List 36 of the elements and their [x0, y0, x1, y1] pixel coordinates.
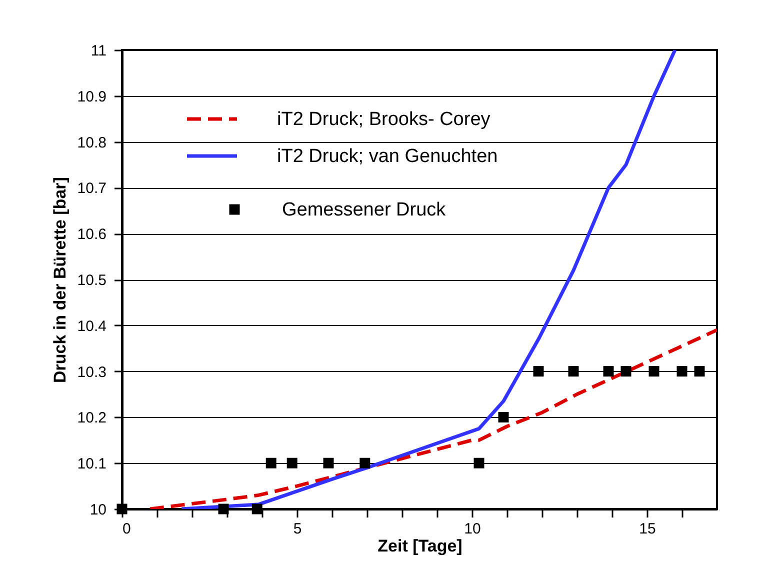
point	[474, 458, 484, 468]
y-tick-label: 10.4	[77, 318, 106, 335]
x-tick-label: 0	[122, 520, 131, 538]
y-tick-label: 11	[90, 42, 106, 60]
y-tick-label: 10.1	[77, 456, 106, 473]
legend-label: iT2 Druck; Brooks- Corey	[277, 109, 491, 130]
point	[603, 366, 614, 377]
point	[694, 366, 705, 377]
y-tick-label: 10.8	[77, 134, 106, 152]
point	[620, 366, 632, 377]
y-tick-label: 10.9	[77, 88, 106, 106]
point	[252, 504, 262, 514]
y-tick-label: 10.2	[77, 410, 106, 427]
y-axis-title: Druck in der Bürette [bar]	[50, 177, 70, 383]
legend-label: Gemessener Druck	[282, 200, 446, 220]
point	[218, 504, 229, 514]
y-tick-label: 10.6	[77, 226, 106, 244]
y-tick-label: 10.3	[77, 364, 106, 381]
x-tick-label: 15	[639, 520, 656, 538]
y-tick-label: 10.5	[77, 272, 106, 289]
line-series	[148, 328, 717, 509]
point	[648, 366, 660, 377]
x-tick-label: 5	[293, 520, 302, 538]
point	[533, 366, 544, 377]
x-axis-title: Zeit [Tage]	[378, 536, 462, 556]
point	[286, 458, 298, 468]
point	[676, 366, 688, 377]
legend-label: iT2 Druck; van Genuchten	[277, 146, 498, 167]
point	[498, 412, 509, 422]
point	[360, 458, 370, 468]
y-tick-label: 10	[90, 502, 106, 518]
point	[568, 366, 579, 377]
y-tick-label: 10.7	[77, 180, 106, 198]
x-tick-label: 10	[464, 520, 481, 538]
point	[266, 458, 276, 468]
point	[323, 458, 334, 468]
